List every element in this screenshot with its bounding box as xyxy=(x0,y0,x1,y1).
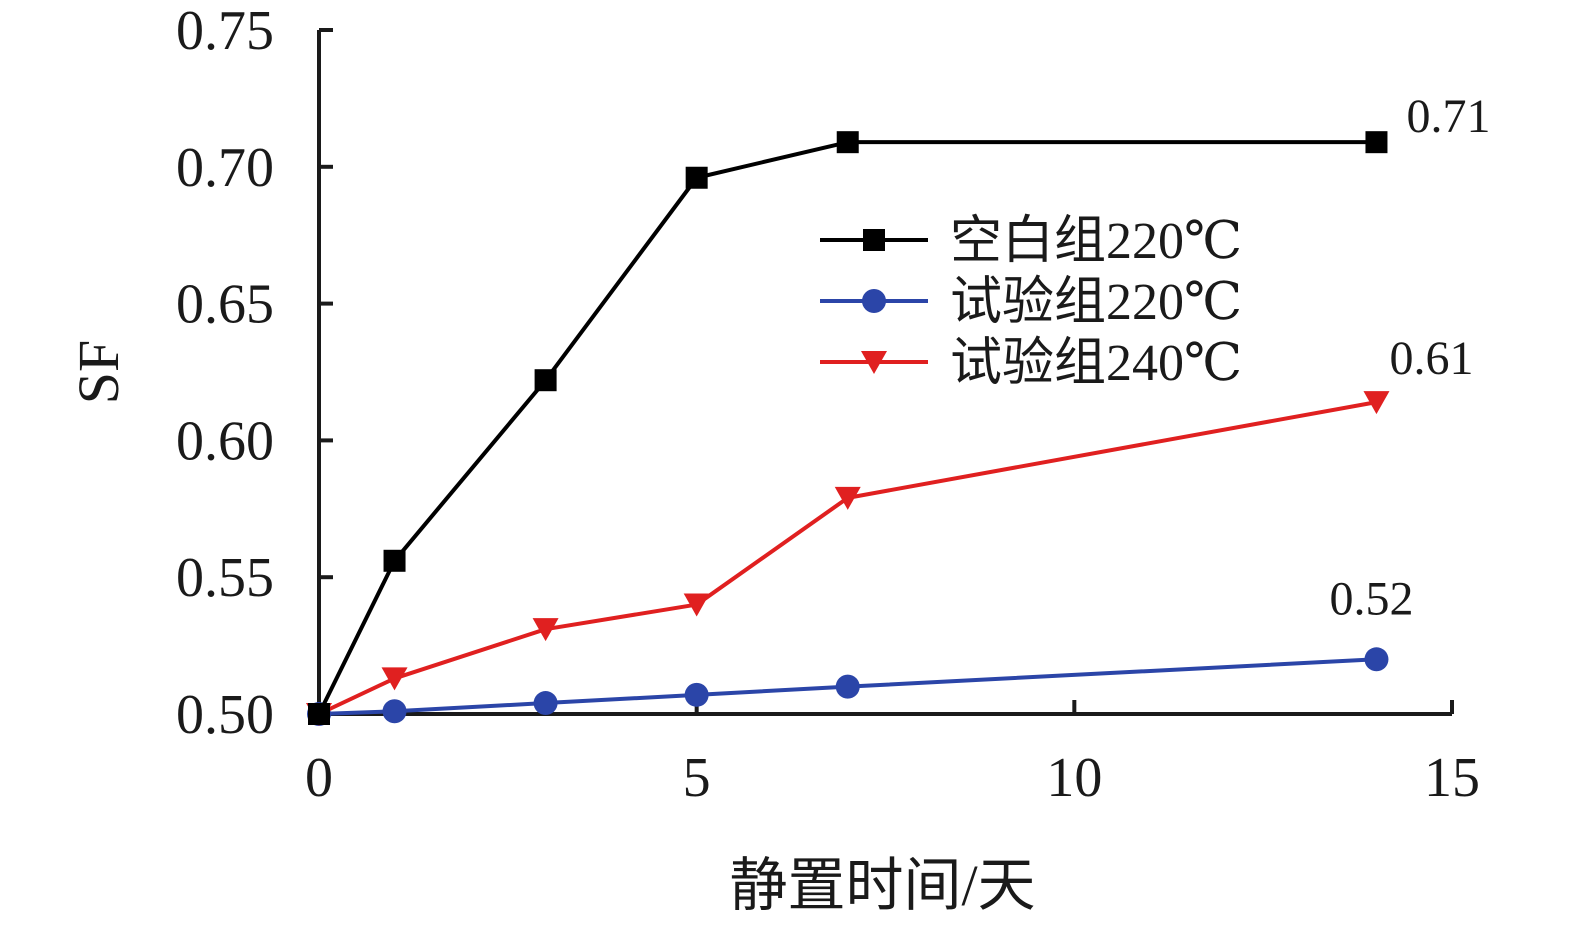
data-point xyxy=(382,667,408,690)
data-point xyxy=(383,699,407,723)
y-tick-label: 0.75 xyxy=(176,0,274,62)
data-point xyxy=(384,550,406,572)
data-point xyxy=(534,691,558,715)
axes: 0.50 0.55 0.60 0.65 0.70 0.75 0 5 10 15 静置时间/天 SF xyxy=(66,0,1480,918)
end-value-label: 0.61 xyxy=(1389,332,1473,385)
y-tick-label: 0.60 xyxy=(176,410,274,472)
labels-layer: 0.71 0.52 0.61 xyxy=(1329,90,1490,625)
legend-label: 试验组220℃ xyxy=(950,274,1242,331)
y-axis-title: SF xyxy=(66,340,131,405)
data-point xyxy=(836,675,860,699)
x-tick-label: 10 xyxy=(1046,747,1102,809)
legend-entry: 试验组220℃ xyxy=(820,274,1242,331)
x-tick-label: 15 xyxy=(1424,747,1480,809)
x-tick-label: 5 xyxy=(683,747,711,809)
data-point xyxy=(1364,647,1388,671)
legend-marker xyxy=(863,229,885,251)
x-tick-label: 0 xyxy=(305,747,333,809)
data-point xyxy=(686,167,708,189)
x-axis-title: 静置时间/天 xyxy=(729,853,1035,918)
data-point xyxy=(308,703,330,725)
legend-marker xyxy=(862,289,886,313)
data-point xyxy=(837,131,859,153)
legend-entry: 试验组240℃ xyxy=(820,335,1242,392)
legend-label: 空白组220℃ xyxy=(950,213,1242,270)
data-point xyxy=(685,683,709,707)
end-value-label: 0.52 xyxy=(1329,572,1413,625)
legend-label: 试验组240℃ xyxy=(950,335,1242,392)
legend-entry: 空白组220℃ xyxy=(820,213,1242,270)
data-point xyxy=(535,369,557,391)
y-tick-label: 0.70 xyxy=(176,137,274,199)
end-value-label: 0.71 xyxy=(1406,90,1490,143)
y-tick-label: 0.50 xyxy=(176,684,274,746)
y-tick-label: 0.65 xyxy=(176,274,274,336)
data-point xyxy=(1365,131,1387,153)
y-tick-label: 0.55 xyxy=(176,547,274,609)
